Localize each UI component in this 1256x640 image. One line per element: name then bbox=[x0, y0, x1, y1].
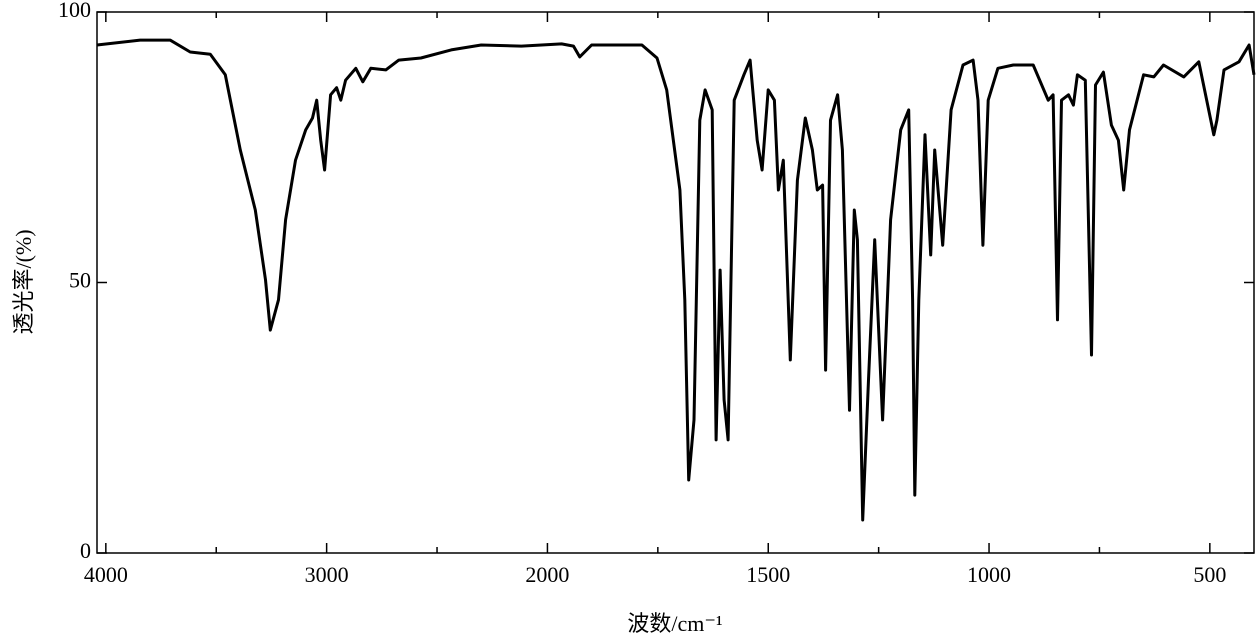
x-tick-label: 4000 bbox=[84, 562, 128, 587]
x-tick-label: 1500 bbox=[746, 562, 790, 587]
x-tick-label: 1000 bbox=[967, 562, 1011, 587]
x-tick-label: 2000 bbox=[525, 562, 569, 587]
y-tick-label: 0 bbox=[80, 538, 91, 563]
y-axis-label: 透光率/(%) bbox=[11, 229, 36, 334]
y-tick-label: 50 bbox=[69, 268, 91, 293]
spectrum-line bbox=[96, 38, 1256, 522]
x-tick-label: 3000 bbox=[305, 562, 349, 587]
plot-frame bbox=[96, 11, 1255, 554]
y-tick-label: 100 bbox=[58, 0, 91, 22]
x-tick-label: 500 bbox=[1193, 562, 1226, 587]
x-axis-label: 波数/cm⁻¹ bbox=[627, 611, 722, 636]
